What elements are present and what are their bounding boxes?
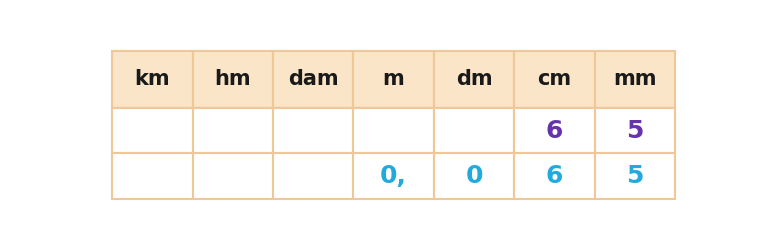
Bar xyxy=(434,153,515,199)
Bar xyxy=(353,153,434,199)
Bar xyxy=(515,51,594,108)
Bar xyxy=(594,108,675,153)
Text: 0: 0 xyxy=(465,164,483,188)
Bar xyxy=(515,108,594,153)
Bar xyxy=(193,153,273,199)
Bar xyxy=(193,108,273,153)
Bar xyxy=(434,51,515,108)
Text: 5: 5 xyxy=(626,119,644,143)
Bar xyxy=(273,108,353,153)
Bar xyxy=(353,51,434,108)
Bar xyxy=(273,51,353,108)
Bar xyxy=(594,153,675,199)
Bar xyxy=(353,108,434,153)
Text: 6: 6 xyxy=(546,164,563,188)
Text: dm: dm xyxy=(455,69,492,90)
Text: 5: 5 xyxy=(626,164,644,188)
Bar xyxy=(112,51,193,108)
Text: 0,: 0, xyxy=(380,164,407,188)
Bar xyxy=(112,108,193,153)
Text: 6: 6 xyxy=(546,119,563,143)
Bar xyxy=(193,51,273,108)
Text: km: km xyxy=(134,69,170,90)
Text: m: m xyxy=(382,69,405,90)
Bar xyxy=(112,153,193,199)
Text: hm: hm xyxy=(214,69,251,90)
Bar xyxy=(594,51,675,108)
Text: mm: mm xyxy=(613,69,657,90)
Bar xyxy=(515,153,594,199)
Text: cm: cm xyxy=(538,69,571,90)
Bar xyxy=(273,153,353,199)
Text: dam: dam xyxy=(288,69,339,90)
Bar xyxy=(434,108,515,153)
